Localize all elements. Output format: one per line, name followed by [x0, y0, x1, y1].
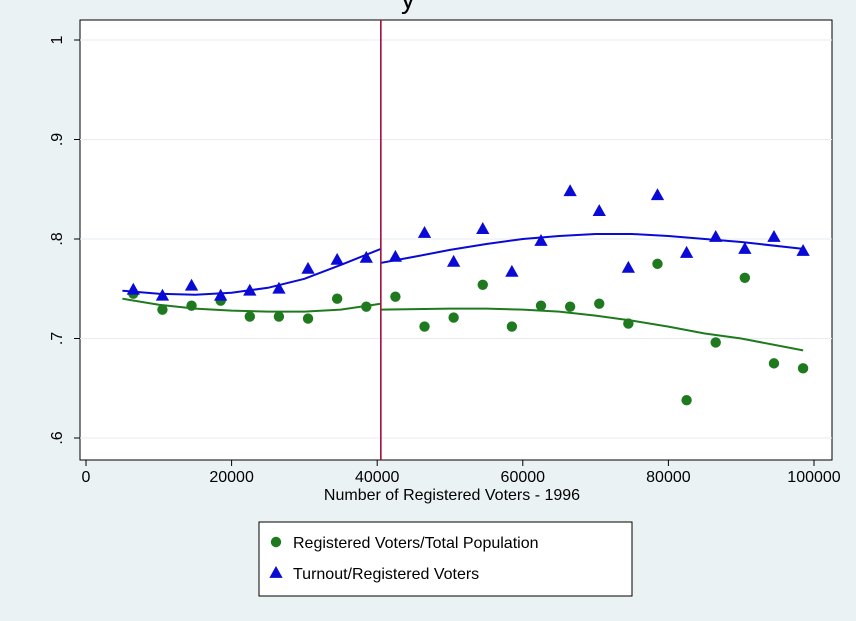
- turnout-point: [243, 283, 257, 296]
- registered-point: [681, 394, 692, 406]
- y-tick-label: .8: [49, 232, 66, 245]
- chart-title: y: [401, 0, 415, 14]
- axis-layer: .6 .7 .8 .9 1 0 20000 40000 60000 80000 100000: [49, 35, 841, 486]
- registered-point: [244, 311, 255, 322]
- registered-point: [302, 313, 314, 324]
- turnout-point: [184, 278, 199, 291]
- x-tick-label: 60000: [501, 469, 546, 486]
- registered-point: [797, 363, 809, 374]
- turnout-point: [330, 252, 344, 265]
- registered-point: [331, 293, 343, 304]
- turnout-point: [272, 281, 286, 294]
- registered-point: [739, 272, 751, 284]
- turnout-point: [214, 288, 228, 301]
- registered-point: [448, 312, 459, 323]
- turnout-point: [709, 230, 723, 242]
- registered-point: [710, 337, 721, 348]
- y-tick-label: .6: [49, 431, 66, 444]
- x-tick-label: 40000: [355, 469, 400, 486]
- registered-point: [419, 321, 430, 332]
- turnout-point: [417, 226, 432, 238]
- x-tick-label: 0: [82, 469, 91, 486]
- registered-point: [273, 311, 285, 322]
- turnout-point: [534, 233, 548, 246]
- legend-registered-label: Registered Voters/Total Population: [293, 535, 538, 552]
- turnout-point: [505, 264, 519, 277]
- y-tick-label: .7: [49, 332, 66, 345]
- turnout-point: [738, 241, 752, 254]
- registered-point: [623, 318, 634, 329]
- registered-fit-right: [380, 307, 804, 352]
- turnout-point: [767, 230, 781, 242]
- marker-layer: [126, 184, 810, 406]
- legend-box: [258, 521, 633, 597]
- legend: Registered Voters/Total Population Turnou…: [258, 521, 633, 597]
- registered-point: [186, 300, 197, 311]
- x-tick-label: 80000: [646, 469, 691, 486]
- turnout-point: [126, 282, 140, 295]
- x-axis-label: Number of Registered Voters - 1996: [324, 487, 580, 504]
- turnout-point: [476, 222, 490, 234]
- registered-point: [535, 300, 547, 311]
- y-tick-label: 1: [49, 35, 66, 44]
- turnout-point: [563, 184, 577, 197]
- legend-turnout-marker: [269, 566, 283, 578]
- turnout-point: [359, 250, 373, 263]
- y-tick-label: .9: [49, 133, 66, 146]
- registered-point: [594, 298, 605, 309]
- registered-point: [564, 301, 576, 312]
- registered-point: [390, 291, 401, 302]
- registered-point: [361, 301, 372, 312]
- turnout-point: [446, 254, 461, 267]
- turnout-point: [388, 249, 403, 262]
- registered-point: [506, 321, 518, 332]
- x-tick-label: 20000: [209, 469, 254, 486]
- legend-registered-marker: [270, 536, 282, 548]
- turnout-point: [592, 204, 606, 217]
- turnout-point: [301, 261, 315, 274]
- registered-point: [477, 279, 488, 290]
- registered-point: [157, 304, 168, 315]
- grid-layer: [80, 39, 832, 439]
- registered-point: [768, 358, 780, 369]
- turnout-point: [155, 288, 170, 301]
- turnout-point: [796, 243, 810, 256]
- turnout-point: [650, 188, 665, 201]
- x-tick-label: 100000: [787, 469, 840, 486]
- legend-turnout-label: Turnout/Registered Voters: [293, 566, 479, 583]
- turnout-point: [621, 260, 636, 273]
- turnout-point: [679, 245, 694, 258]
- registered-point: [652, 258, 663, 270]
